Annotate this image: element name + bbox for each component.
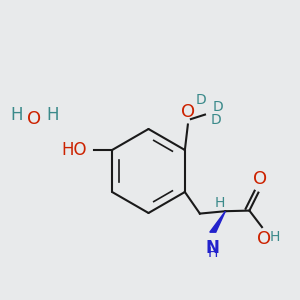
Text: O: O [27,110,42,128]
Text: H: H [269,230,280,244]
Text: N: N [206,239,220,257]
Polygon shape [210,211,225,232]
Text: D: D [211,113,221,127]
Text: O: O [257,230,271,248]
Text: H: H [46,106,59,124]
Text: O: O [181,103,195,121]
Text: H: H [208,246,218,260]
Text: D: D [213,100,224,114]
Text: H: H [10,106,23,124]
Text: O: O [253,170,267,188]
Text: D: D [196,94,206,107]
Text: HO: HO [61,141,87,159]
Text: H: H [214,196,225,210]
